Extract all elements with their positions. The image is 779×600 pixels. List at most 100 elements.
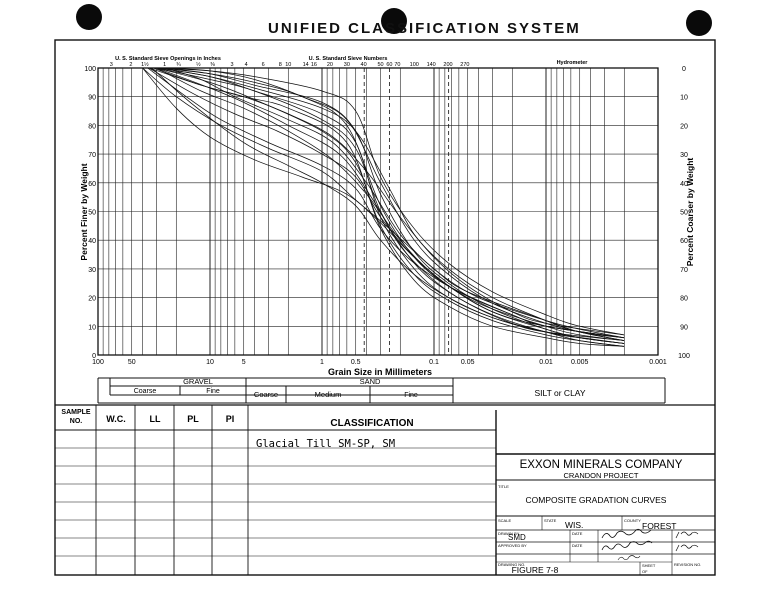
x-tick-label: 1 xyxy=(320,359,324,366)
gravel-fine-label: Fine xyxy=(206,388,220,395)
approved-date-label: DATE xyxy=(572,543,583,548)
y-tick-label-right: 60 xyxy=(680,238,688,245)
x-tick-label: 0.001 xyxy=(649,359,667,366)
y-tick-label: 10 xyxy=(88,324,96,331)
sieve-number-tick: 14 xyxy=(303,62,309,68)
x-tick-label: 5 xyxy=(242,359,246,366)
gradation-curve xyxy=(156,67,625,347)
x-tick-label: 0.5 xyxy=(351,359,361,366)
figure-number: FIGURE 7-8 xyxy=(512,565,559,575)
y-tick-label-right: 100 xyxy=(678,353,690,360)
gradation-curve xyxy=(165,67,625,344)
approved-by-label: APPROVED BY xyxy=(498,543,527,548)
x-tick-label: 50 xyxy=(128,359,136,366)
sieve-inch-tick: ¾ xyxy=(176,62,181,68)
title-field-label: TITLE xyxy=(498,484,509,489)
header-ll: LL xyxy=(150,414,161,424)
sand-coarse-label: Coarse xyxy=(254,390,278,399)
gradation-curve xyxy=(159,67,625,344)
sieve-number-tick: 6 xyxy=(262,62,265,68)
punch-hole-center xyxy=(381,8,407,34)
hydrometer-label: Hydrometer xyxy=(557,60,589,66)
gradation-curve xyxy=(156,67,625,336)
company-name: EXXON MINERALS COMPANY xyxy=(520,459,683,471)
gravel-coarse-label: Coarse xyxy=(134,388,157,395)
drawn-date-label: DATE xyxy=(572,531,583,536)
y-tick-label-right: 50 xyxy=(680,210,688,217)
punch-hole-left xyxy=(76,4,102,30)
sieve-inch-tick: 2 xyxy=(129,62,132,68)
sieve-inch-tick: ½ xyxy=(196,61,201,68)
sieve-number-tick: 200 xyxy=(443,62,452,68)
county-field-label: COUNTY xyxy=(624,518,641,523)
drawing-title: COMPOSITE GRADATION CURVES xyxy=(526,495,667,505)
document-title: UNIFIED CLASSIFICATION SYSTEM xyxy=(268,20,581,37)
y-tick-label: 60 xyxy=(88,181,96,188)
y-tick-label: 90 xyxy=(88,95,96,102)
x-tick-label: 0.1 xyxy=(429,359,439,366)
signature-checked xyxy=(601,528,652,539)
silt-clay-label: SILT or CLAY xyxy=(534,388,585,398)
y-tick-label-right: 10 xyxy=(680,95,688,102)
y-tick-label: 40 xyxy=(88,238,96,245)
sieve-number-tick: 100 xyxy=(410,62,419,68)
gradation-curve xyxy=(165,67,625,339)
x-tick-label: 0.005 xyxy=(571,359,589,366)
y-axis-label: Percent Finer by Weight xyxy=(79,163,89,260)
sieve-number-tick: 140 xyxy=(427,62,436,68)
y-tick-label: 20 xyxy=(88,296,96,303)
y-tick-label-right: 30 xyxy=(680,152,688,159)
sieve-number-label: U. S. Standard Sieve Numbers xyxy=(309,56,388,62)
sieve-number-tick: 70 xyxy=(394,62,400,68)
y-tick-label-right: 20 xyxy=(680,123,688,130)
state-field-label: STATE xyxy=(544,518,557,523)
revision-label: REVISION NO. xyxy=(674,562,701,567)
drawing-no-label: DRAWING NO. xyxy=(498,562,525,567)
sieve-number-tick: 60 xyxy=(386,62,392,68)
y-tick-label: 100 xyxy=(84,66,96,73)
sieve-number-tick: 16 xyxy=(311,62,317,68)
y-tick-label: 70 xyxy=(88,152,96,159)
title-block xyxy=(496,479,715,575)
signature-approved xyxy=(601,540,653,551)
gradation-curve xyxy=(163,67,625,341)
project-name: CRANDON PROJECT xyxy=(563,471,638,480)
gradation-curve xyxy=(156,67,625,344)
header-classification: CLASSIFICATION xyxy=(330,418,413,429)
sieve-number-tick: 4 xyxy=(245,62,248,68)
gradation-curve xyxy=(156,67,625,341)
y-tick-label: 50 xyxy=(88,210,96,217)
sieve-inch-label: U. S. Standard Sieve Openings in Inches xyxy=(115,56,221,62)
sieve-number-tick: 20 xyxy=(327,62,333,68)
sieve-number-tick: 50 xyxy=(377,62,383,68)
sand-medium-label: Medium xyxy=(315,390,342,399)
y-tick-label: 0 xyxy=(92,353,96,360)
header-sample-no: SAMPLE xyxy=(61,409,91,416)
x-tick-label: 10 xyxy=(206,359,214,366)
y-tick-label-right: 40 xyxy=(680,181,688,188)
signature-exam xyxy=(617,555,641,561)
sieve-inch-tick: 1 xyxy=(163,62,166,68)
drawn-by-label: DRAWN BY xyxy=(498,531,520,536)
gravel-label: GRAVEL xyxy=(183,377,213,386)
state-value: WIS. xyxy=(565,520,583,530)
sieve-inch-tick: ⅜ xyxy=(210,62,215,68)
sieve-inch-tick: 3 xyxy=(110,62,113,68)
sieve-number-tick: 10 xyxy=(285,62,291,68)
sieve-number-tick: 40 xyxy=(361,62,367,68)
size-scale xyxy=(97,377,666,404)
sieve-inch-tick: 1½ xyxy=(141,61,149,68)
drawn-by-value: SMD xyxy=(508,533,526,542)
x-tick-label: 0.05 xyxy=(461,359,475,366)
gradation-curve xyxy=(151,67,625,344)
gradation-curve xyxy=(142,67,625,339)
y-tick-label-right: 90 xyxy=(680,324,688,331)
header-sample-no-2: NO. xyxy=(70,418,83,425)
county-value: FOREST xyxy=(642,521,676,531)
header-pi: PI xyxy=(226,414,235,424)
y-tick-label-right: 0 xyxy=(682,66,686,73)
chart-ticks: 100 50 10 5 1 0.5 0.1 0.05 0.01 0.005 0.0010102030… xyxy=(84,61,690,366)
gradation-curve xyxy=(153,67,625,336)
x-tick-label: 0.01 xyxy=(539,359,553,366)
y-axis-label-right: Percent Coarser by Weight xyxy=(685,158,695,267)
